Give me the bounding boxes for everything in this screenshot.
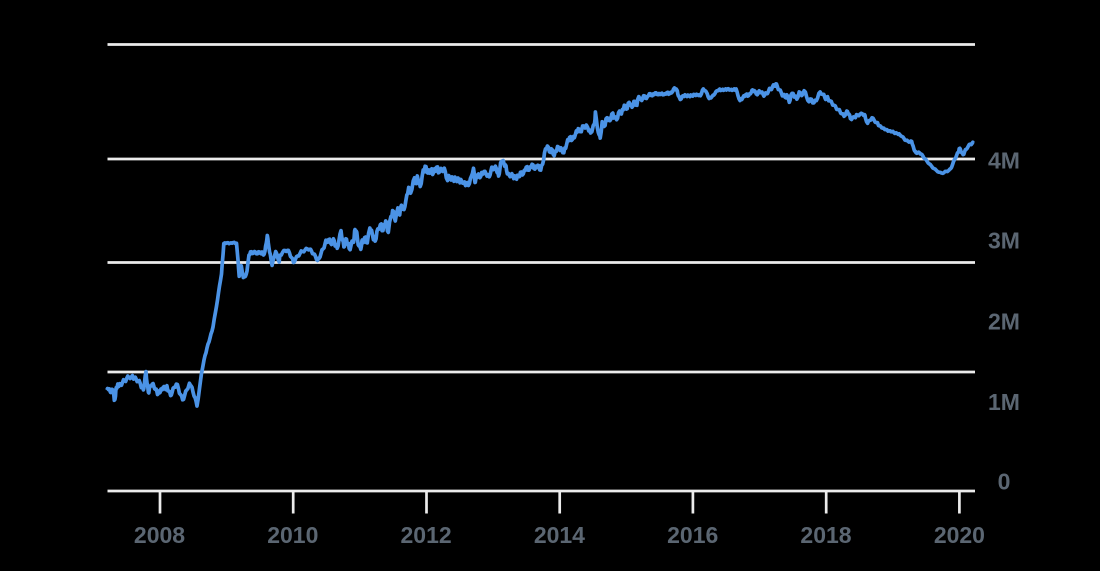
svg-text:2018: 2018 <box>800 522 851 548</box>
svg-text:2016: 2016 <box>667 522 718 548</box>
svg-text:2010: 2010 <box>267 522 318 548</box>
svg-text:2012: 2012 <box>401 522 452 548</box>
svg-text:2008: 2008 <box>134 522 185 548</box>
svg-text:2M: 2M <box>988 309 1020 335</box>
svg-text:2014: 2014 <box>534 522 585 548</box>
svg-text:2020: 2020 <box>934 522 985 548</box>
svg-text:4M: 4M <box>988 147 1020 173</box>
svg-text:3M: 3M <box>988 227 1020 253</box>
svg-text:1M: 1M <box>988 389 1020 415</box>
svg-text:0: 0 <box>998 469 1011 495</box>
